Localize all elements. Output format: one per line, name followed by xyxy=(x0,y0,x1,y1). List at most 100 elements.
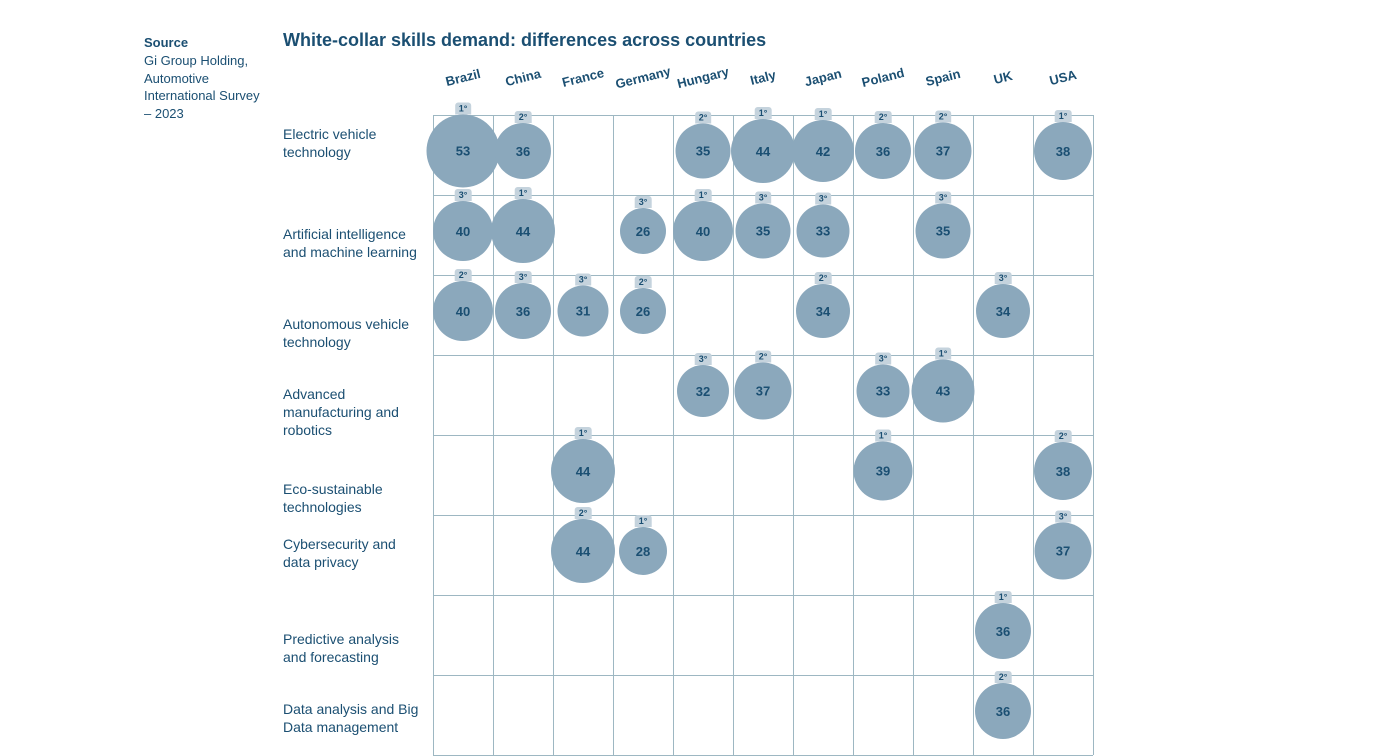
bubble-rank-tag: 2° xyxy=(575,507,592,519)
bubble-rank-tag: 1° xyxy=(935,348,952,360)
bubble-rank-tag: 2° xyxy=(755,351,772,363)
chart-title: White-collar skills demand: differences … xyxy=(283,30,766,51)
bubble: 262° xyxy=(620,288,666,334)
country-header: Italy xyxy=(732,63,794,92)
bubble-rank-tag: 3° xyxy=(515,271,532,283)
bubble-rank-tag: 2° xyxy=(635,276,652,288)
country-header: UK xyxy=(972,63,1034,92)
country-header: Poland xyxy=(852,63,914,92)
bubble: 361° xyxy=(975,603,1031,659)
country-header: Brazil xyxy=(432,63,494,92)
bubble-rank-tag: 1° xyxy=(995,591,1012,603)
bubble: 313° xyxy=(558,286,609,337)
country-header: China xyxy=(492,63,554,92)
bubble: 333° xyxy=(857,365,910,418)
bubble-rank-tag: 1° xyxy=(575,427,592,439)
bubble: 342° xyxy=(796,284,850,338)
bubble-rank-tag: 3° xyxy=(635,196,652,208)
bubble-rank-tag: 3° xyxy=(1055,511,1072,523)
grid-line xyxy=(493,115,494,755)
bubble: 281° xyxy=(619,527,667,575)
source-block: Source Gi Group Holding, Automotive Inte… xyxy=(144,35,264,122)
bubble-rank-tag: 1° xyxy=(455,103,472,115)
grid-line xyxy=(1033,115,1034,755)
grid-line xyxy=(973,115,974,755)
bubble-rank-tag: 3° xyxy=(875,353,892,365)
grid-line xyxy=(853,115,854,755)
bubble-rank-tag: 1° xyxy=(1055,110,1072,122)
bubble-rank-tag: 2° xyxy=(935,111,952,123)
bubble-rank-tag: 1° xyxy=(695,189,712,201)
bubble-rank-tag: 2° xyxy=(695,112,712,124)
bubble-rank-tag: 1° xyxy=(635,515,652,527)
bubble-rank-tag: 3° xyxy=(575,274,592,286)
grid-line xyxy=(673,115,674,755)
bubble: 353° xyxy=(736,204,791,259)
bubble-rank-tag: 3° xyxy=(935,192,952,204)
bubble: 352° xyxy=(676,124,731,179)
bubble-rank-tag: 2° xyxy=(815,272,832,284)
bubble: 431° xyxy=(912,360,975,423)
row-label: Eco-sustainable technologies xyxy=(283,480,423,516)
bubble-rank-tag: 3° xyxy=(455,189,472,201)
bubble-rank-tag: 1° xyxy=(815,108,832,120)
country-header: Spain xyxy=(912,63,974,92)
row-label: Electric vehicle technology xyxy=(283,125,423,161)
row-label: Data analysis and Big Data management xyxy=(283,700,423,736)
grid-line xyxy=(793,115,794,755)
bubble-rank-tag: 2° xyxy=(515,111,532,123)
bubble: 323° xyxy=(677,365,729,417)
row-label: Cybersecurity and data privacy xyxy=(283,535,423,571)
bubble-chart: BrazilChinaFranceGermanyHungaryItalyJapa… xyxy=(283,70,1088,750)
bubble: 402° xyxy=(433,281,493,341)
bubble-rank-tag: 1° xyxy=(875,430,892,442)
bubble-rank-tag: 2° xyxy=(455,269,472,281)
bubble: 372° xyxy=(915,123,972,180)
bubble: 353° xyxy=(916,204,971,259)
row-label: Artificial intelligence and machine lear… xyxy=(283,225,423,261)
bubble-rank-tag: 3° xyxy=(815,193,832,205)
source-label: Source xyxy=(144,35,264,50)
bubble: 441° xyxy=(491,199,555,263)
bubble-rank-tag: 3° xyxy=(695,353,712,365)
bubble: 442° xyxy=(551,519,615,583)
bubble-rank-tag: 1° xyxy=(755,107,772,119)
bubble: 403° xyxy=(433,201,493,261)
bubble: 381° xyxy=(1034,122,1092,180)
bubble: 333° xyxy=(797,205,850,258)
grid-line xyxy=(733,115,734,755)
bubble: 362° xyxy=(495,123,551,179)
country-header: Hungary xyxy=(672,63,734,92)
bubble: 373° xyxy=(1035,523,1092,580)
country-header: Germany xyxy=(612,63,674,92)
bubble-rank-tag: 3° xyxy=(755,192,772,204)
row-label: Advanced manufacturing and robotics xyxy=(283,385,423,440)
bubble: 441° xyxy=(731,119,795,183)
bubble: 391° xyxy=(854,442,913,501)
row-label: Autonomous vehicle technology xyxy=(283,315,423,351)
row-label: Predictive analysis and forecasting xyxy=(283,630,423,666)
bubble: 421° xyxy=(792,120,854,182)
grid-line xyxy=(1093,115,1094,755)
grid-line xyxy=(613,115,614,755)
grid-line xyxy=(433,515,1093,516)
bubble: 362° xyxy=(855,123,911,179)
grid-line xyxy=(553,115,554,755)
source-body: Gi Group Holding, Automotive Internation… xyxy=(144,52,264,122)
grid-line xyxy=(913,115,914,755)
bubble: 372° xyxy=(735,363,792,420)
country-header: Japan xyxy=(792,63,854,92)
country-header: USA xyxy=(1032,63,1094,92)
grid-line xyxy=(433,435,1093,436)
bubble-rank-tag: 1° xyxy=(515,187,532,199)
bubble: 263° xyxy=(620,208,666,254)
bubble: 401° xyxy=(673,201,733,261)
bubble-rank-tag: 2° xyxy=(1055,430,1072,442)
bubble-rank-tag: 3° xyxy=(995,272,1012,284)
bubble-rank-tag: 2° xyxy=(995,671,1012,683)
bubble: 382° xyxy=(1034,442,1092,500)
bubble-rank-tag: 2° xyxy=(875,111,892,123)
bubble: 363° xyxy=(495,283,551,339)
grid-line xyxy=(433,115,434,755)
country-header: France xyxy=(552,63,614,92)
